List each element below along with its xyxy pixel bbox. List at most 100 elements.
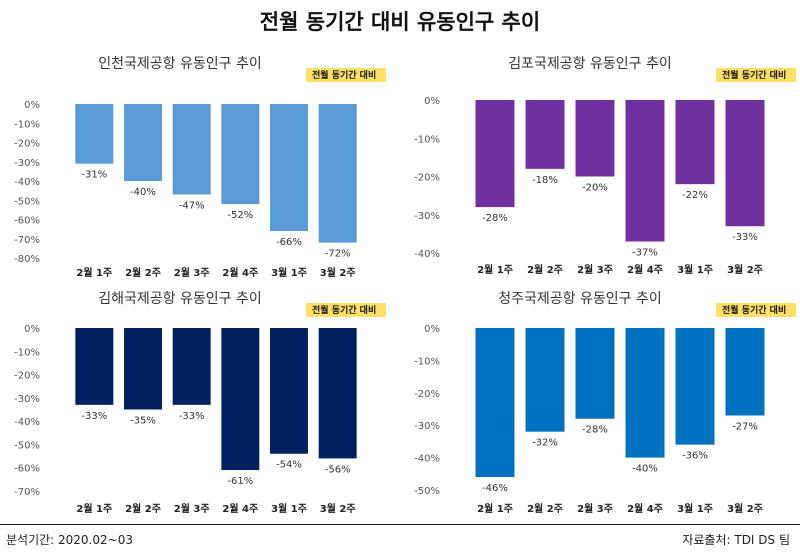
y-tick-label: 0% (424, 324, 440, 335)
y-tick-label: -70% (14, 487, 40, 498)
bar-value-label: -37% (632, 248, 658, 259)
x-tick-label: 3월 2주 (727, 264, 763, 276)
y-tick-label: -40% (14, 177, 40, 188)
bar-value-label: -18% (532, 175, 558, 186)
bar (625, 328, 665, 458)
y-tick-label: -10% (414, 134, 440, 145)
bar-value-label: -56% (325, 464, 351, 475)
x-tick-label: 2월 4주 (627, 503, 663, 515)
y-tick-label: -20% (14, 371, 40, 382)
badge-background (716, 68, 796, 82)
x-tick-label: 3월 1주 (677, 503, 713, 515)
bar (725, 100, 765, 227)
chart-panel-incheon: 인천국제공항 유동인구 추이 전월 동기간 대비 0% -10% -20% -30% -40… (0, 50, 400, 290)
comparison-badge: 전월 동기간 대비 (312, 69, 376, 81)
y-tick-label: -20% (414, 173, 440, 184)
y-tick-label: -40% (414, 454, 440, 465)
x-tick-label: 3월 2주 (320, 267, 356, 279)
bar (475, 328, 515, 478)
badge-background (306, 68, 386, 82)
y-tick-label: -10% (14, 347, 40, 358)
bar-value-label: -27% (732, 421, 758, 432)
bar (318, 104, 357, 243)
bar (270, 328, 308, 454)
y-tick-label: -60% (14, 216, 40, 227)
bar-value-label: -66% (276, 237, 302, 248)
x-tick-label: 3월 1주 (271, 503, 307, 515)
bar-value-label: -33% (179, 411, 205, 422)
bar-value-label: -28% (582, 425, 608, 436)
bar-value-label: -35% (130, 416, 156, 427)
x-tick-label: 2월 3주 (577, 264, 613, 276)
bar-value-label: -32% (532, 438, 558, 449)
x-tick-label: 3월 2주 (727, 503, 763, 515)
bar-value-label: -52% (227, 210, 253, 221)
y-tick-label: -20% (414, 389, 440, 400)
x-tick-label: 2월 4주 (222, 503, 258, 515)
bar (124, 104, 162, 181)
y-tick-label: -50% (414, 486, 440, 497)
bar-value-label: -33% (81, 411, 107, 422)
bar (221, 328, 260, 471)
bar (270, 104, 308, 232)
bar-value-label: -40% (632, 464, 658, 475)
chart-panel-gimhae: 김해국제공항 유동인구 추이 전월 동기간 대비 0% -10% -20% -30% -40… (0, 285, 400, 525)
y-tick-label: -10% (414, 356, 440, 367)
y-tick-label: -30% (14, 158, 40, 169)
x-tick-label: 2월 3주 (174, 267, 210, 279)
page-title: 전월 동기간 대비 유동인구 추이 (259, 10, 541, 34)
y-tick-label: -50% (14, 196, 40, 207)
x-tick-label: 2월 1주 (76, 267, 112, 279)
badge-background (716, 303, 796, 317)
y-tick-label: -30% (14, 394, 40, 405)
bar (75, 328, 114, 405)
y-tick-label: -30% (414, 211, 440, 222)
data-source: 자료출처: TDI DS 팀 (682, 533, 790, 547)
bar-value-label: -31% (81, 170, 107, 181)
bar-value-label: -40% (130, 187, 156, 198)
x-tick-label: 2월 1주 (477, 264, 513, 276)
bar-value-label: -20% (582, 183, 608, 194)
bar (475, 100, 515, 208)
x-tick-label: 3월 1주 (271, 267, 307, 279)
bar-value-label: -47% (179, 200, 205, 211)
bar (525, 100, 565, 169)
x-tick-label: 2월 4주 (222, 267, 258, 279)
x-tick-label: 2월 3주 (174, 503, 210, 515)
y-tick-label: -50% (14, 440, 40, 451)
bar-value-label: -46% (482, 483, 508, 494)
y-tick-label: -80% (14, 254, 40, 265)
y-tick-label: -20% (14, 139, 40, 150)
y-tick-label: -60% (14, 464, 40, 475)
x-tick-label: 2월 3주 (577, 503, 613, 515)
y-tick-label: -40% (414, 249, 440, 260)
y-tick-label: -30% (414, 421, 440, 432)
x-tick-label: 2월 1주 (477, 503, 513, 515)
x-tick-label: 3월 2주 (320, 503, 356, 515)
x-tick-label: 2월 2주 (125, 503, 161, 515)
y-tick-label: 0% (24, 324, 40, 335)
chart-title: 김포국제공항 유동인구 추이 (508, 56, 671, 72)
y-tick-label: 0% (424, 96, 440, 107)
bar (221, 104, 260, 205)
bar-value-label: -22% (682, 190, 708, 201)
y-tick-label: -40% (14, 417, 40, 428)
bar (575, 100, 615, 177)
bar (625, 100, 665, 242)
y-tick-label: 0% (24, 100, 40, 111)
bar (318, 328, 357, 459)
bar (172, 328, 211, 405)
chart-title: 인천국제공항 유동인구 추이 (98, 56, 261, 72)
bar (172, 104, 211, 195)
analysis-period: 분석기간: 2020.02~03 (6, 533, 133, 547)
chart-title: 청주국제공항 유동인구 추이 (498, 291, 661, 307)
bar-value-label: -61% (227, 476, 253, 487)
comparison-badge: 전월 동기간 대비 (722, 69, 786, 81)
bar (725, 328, 765, 416)
comparison-badge: 전월 동기간 대비 (722, 304, 786, 316)
bar (124, 328, 162, 410)
